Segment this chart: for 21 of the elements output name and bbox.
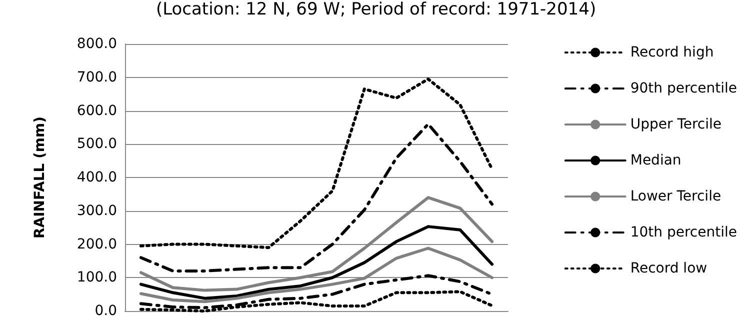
y-axis-title: RAINFALL (mm) xyxy=(32,116,48,239)
legend-label: Upper Tercile xyxy=(630,116,722,132)
y-tick-label: 800.0 xyxy=(76,36,117,52)
y-tick-label: 100.0 xyxy=(76,270,117,286)
legend-label: Lower Tercile xyxy=(630,188,722,204)
y-tick-label: 300.0 xyxy=(76,202,117,219)
y-tick-label: 0.0 xyxy=(94,303,117,319)
legend-label: Record high xyxy=(630,44,714,60)
y-tick-label: 600.0 xyxy=(76,102,117,119)
line-series xyxy=(139,225,494,300)
y-tick-label: 200.0 xyxy=(76,236,117,252)
y-tick-label: 700.0 xyxy=(76,69,117,86)
y-tick-label: 400.0 xyxy=(76,170,117,186)
legend-label: Median xyxy=(630,152,682,168)
chart-title: (Location: 12 N, 69 W; Period of record: 1971-2014) xyxy=(156,0,596,20)
line-series xyxy=(139,78,494,250)
legend-label: Record low xyxy=(630,260,708,276)
line-series xyxy=(139,122,494,272)
legend-label: 10th percentile xyxy=(630,224,737,240)
legend-label: 90th percentile xyxy=(630,80,737,96)
y-tick-label: 500.0 xyxy=(76,136,117,152)
